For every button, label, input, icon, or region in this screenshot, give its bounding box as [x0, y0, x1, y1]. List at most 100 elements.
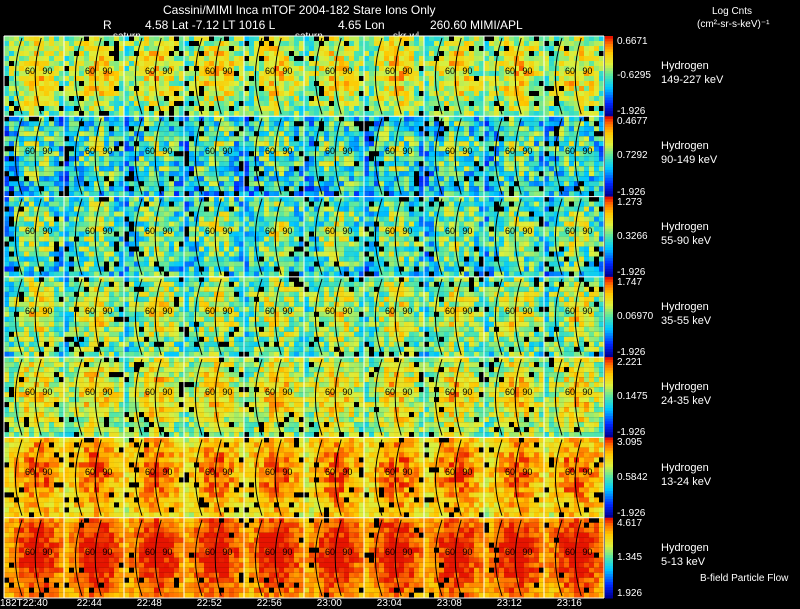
- heatmap-pixel: [349, 141, 354, 147]
- heatmap-pixel: [74, 241, 79, 247]
- heatmap-pixel: [89, 216, 94, 222]
- heatmap-pixel: [524, 181, 529, 187]
- heatmap-pixel: [474, 106, 479, 111]
- lon-label: 4.65 Lon: [338, 18, 385, 32]
- heatmap-pixel: [524, 81, 529, 86]
- heatmap-pixel: [359, 151, 364, 157]
- heatmap-pixel: [534, 36, 539, 41]
- heatmap-pixel: [414, 36, 419, 41]
- heatmap-pixel: [364, 71, 369, 76]
- heatmap-pixel: [204, 201, 209, 207]
- heatmap-pixel: [454, 141, 459, 147]
- heatmap-pixel: [374, 76, 379, 81]
- heatmap-pixel: [569, 56, 574, 61]
- heatmap-pixel: [179, 221, 184, 227]
- heatmap-pixel: [419, 56, 424, 61]
- heatmap-pixel: [174, 211, 179, 217]
- heatmap-pixel: [254, 126, 259, 132]
- heatmap-pixel: [159, 131, 164, 137]
- heatmap-pixel: [9, 116, 14, 122]
- heatmap-pixel: [274, 76, 279, 81]
- heatmap-pixel: [34, 36, 39, 41]
- heatmap-pixel: [304, 186, 309, 192]
- heatmap-pixel: [84, 116, 89, 122]
- heatmap-pixel: [19, 206, 24, 212]
- heatmap-pixel: [554, 76, 559, 81]
- heatmap-pixel: [239, 201, 244, 207]
- heatmap-pixel: [564, 146, 569, 152]
- heatmap-pixel: [249, 156, 254, 162]
- heatmap-pixel: [104, 201, 109, 207]
- bfield-contour: [14, 37, 23, 115]
- heatmap-pixel: [399, 131, 404, 137]
- heatmap-pixel: [109, 91, 114, 96]
- heatmap-pixel: [179, 246, 184, 252]
- heatmap-pixel: [219, 231, 224, 237]
- heatmap-pixel: [394, 191, 399, 197]
- heatmap-pixel: [469, 91, 474, 96]
- heatmap-pixel: [329, 141, 334, 147]
- heatmap-pixel: [294, 106, 299, 111]
- heatmap-pixel: [39, 106, 44, 111]
- heatmap-pixel: [399, 46, 404, 51]
- heatmap-pixel: [209, 106, 214, 111]
- heatmap-pixel: [524, 171, 529, 177]
- heatmap-pixel: [244, 51, 249, 56]
- heatmap-pixel: [244, 176, 249, 182]
- heatmap-pixel: [24, 176, 29, 182]
- heatmap-pixel: [24, 211, 29, 217]
- heatmap-pixel: [194, 241, 199, 247]
- heatmap-pixel: [119, 126, 124, 132]
- heatmap-pixel: [34, 201, 39, 207]
- heatmap-pixel: [154, 156, 159, 162]
- heatmap-pixel: [324, 106, 329, 111]
- heatmap-pixel: [49, 256, 54, 262]
- heatmap-pixel: [469, 186, 474, 192]
- heatmap-pixel: [109, 126, 114, 132]
- heatmap-pixel: [599, 111, 604, 116]
- heatmap-pixel: [584, 176, 589, 182]
- heatmap-pixel: [129, 36, 134, 41]
- heatmap-pixel: [519, 141, 524, 147]
- heatmap-pixel: [129, 116, 134, 122]
- heatmap-pixel: [29, 141, 34, 147]
- heatmap-pixel: [464, 101, 469, 106]
- heatmap-pixel: [164, 191, 169, 197]
- heatmap-pixel: [159, 71, 164, 76]
- heatmap-pixel: [364, 131, 369, 137]
- heatmap-pixel: [204, 86, 209, 91]
- bfield-contour: [194, 118, 203, 195]
- heatmap-pixel: [259, 81, 264, 86]
- heatmap-pixel: [194, 101, 199, 106]
- heatmap-pixel: [24, 91, 29, 96]
- heatmap-pixel: [294, 86, 299, 91]
- heatmap-pixel: [349, 136, 354, 142]
- heatmap-pixel: [519, 176, 524, 182]
- heatmap-pixel: [389, 181, 394, 187]
- heatmap-pixel: [119, 251, 124, 257]
- heatmap-pixel: [89, 146, 94, 152]
- heatmap-pixel: [214, 241, 219, 247]
- heatmap-pixel: [249, 66, 254, 71]
- heatmap-pixel: [79, 171, 84, 177]
- heatmap-pixel: [514, 81, 519, 86]
- heatmap-pixel: [69, 106, 74, 111]
- heatmap-pixel: [189, 246, 194, 252]
- heatmap-pixel: [239, 66, 244, 71]
- heatmap-pixel: [104, 186, 109, 192]
- heatmap-pixel: [239, 56, 244, 61]
- heatmap-pixel: [574, 41, 579, 46]
- heatmap-pixel: [104, 271, 109, 277]
- heatmap-pixel: [24, 141, 29, 147]
- colorbar-step: [605, 97, 613, 101]
- heatmap-pixel: [44, 236, 49, 242]
- heatmap-pixel: [179, 206, 184, 212]
- heatmap-pixel: [189, 116, 194, 122]
- heatmap-pixel: [449, 111, 454, 116]
- heatmap-pixel: [24, 86, 29, 91]
- heatmap-pixel: [404, 131, 409, 137]
- heatmap-pixel: [514, 106, 519, 111]
- heatmap-pixel: [59, 126, 64, 132]
- heatmap-pixel: [114, 86, 119, 91]
- heatmap-pixel: [179, 61, 184, 66]
